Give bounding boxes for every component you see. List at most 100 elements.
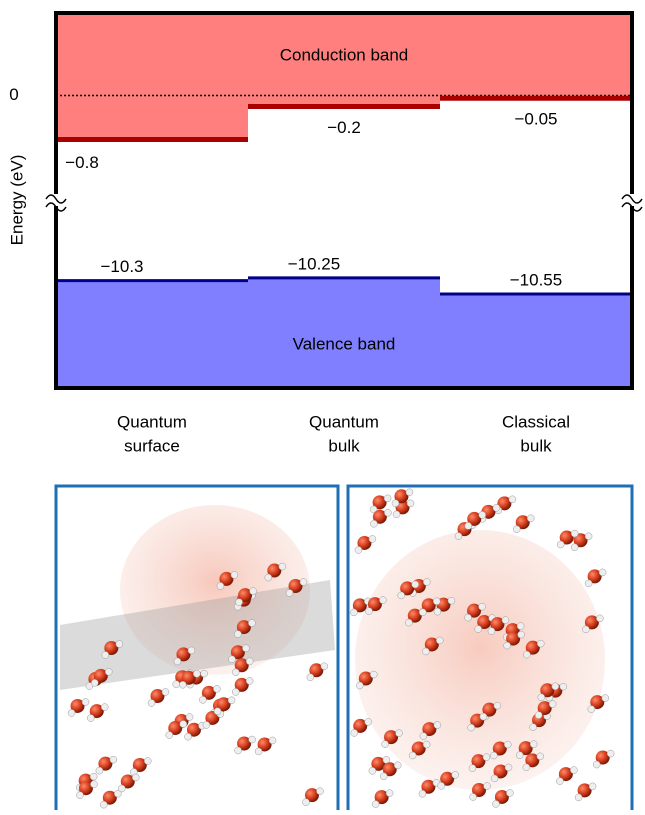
hydrogen-atom [245, 657, 254, 666]
hydrogen-atom [368, 535, 377, 543]
hydrogen-atom [437, 782, 445, 790]
value-label: −10.25 [288, 254, 340, 273]
hydrogen-atom [584, 579, 593, 588]
hydrogen-atom [101, 703, 109, 711]
hydrogen-atom [601, 694, 610, 702]
hydrogen-atom [81, 698, 90, 706]
oxygen-atom [288, 578, 303, 593]
oxygen-atom [587, 569, 602, 584]
hydrogen-atom [479, 712, 488, 721]
oxygen-atom [584, 615, 599, 630]
value-label: −0.2 [327, 118, 361, 137]
hydrogen-atom [508, 495, 517, 504]
oxygen-atom [78, 781, 93, 796]
oxygen-atom [102, 790, 117, 805]
hydrogen-atom [384, 509, 392, 517]
hydrogen-atom [165, 731, 174, 739]
hydrogen-atom [582, 625, 590, 634]
hydrogen-atom [522, 763, 531, 772]
oxygen-atom [394, 489, 409, 504]
hydrogen-atom [249, 587, 257, 595]
hydrogen-atom [419, 732, 428, 740]
hydrogen-atom [382, 756, 391, 764]
hydrogen-atom [408, 751, 417, 760]
interface-plane [60, 580, 335, 690]
hydrogen-atom [193, 670, 201, 678]
hydrogen-atom [490, 751, 498, 760]
hydrogen-atom [501, 616, 510, 624]
x-tick-label: bulk [520, 436, 552, 455]
hydrogen-atom [248, 735, 256, 744]
hydrogen-atom [90, 780, 98, 788]
hydrogen-atom [469, 793, 477, 801]
oxygen-atom [98, 756, 113, 771]
hydrogen-atom [228, 655, 236, 664]
y-tick-label: 0 [9, 85, 18, 104]
oxygen-atom [595, 750, 610, 765]
oxygen-atom [515, 515, 530, 530]
oxygen-atom [471, 754, 486, 769]
hydrogen-atom [278, 562, 287, 571]
hydrogen-atom [95, 766, 104, 775]
oxygen-atom [234, 677, 249, 692]
hydrogen-atom [234, 630, 242, 638]
oxygen-atom [372, 509, 387, 524]
oxygen-atom [236, 620, 251, 635]
hydrogen-atom [299, 578, 308, 586]
hydrogen-atom [596, 614, 604, 623]
oxygen-atom [104, 641, 119, 656]
hydrogen-atom [234, 746, 242, 755]
hydrogen-atom [268, 736, 277, 745]
hydrogen-atom [482, 753, 491, 761]
hydrogen-atom [306, 673, 315, 682]
hydrogen-atom [368, 767, 377, 775]
hydrogen-atom [559, 682, 568, 691]
oxygen-atom [525, 640, 540, 655]
oxygen-atom [371, 756, 386, 771]
oxygen-atom [219, 571, 234, 586]
hydrogen-atom [490, 774, 499, 783]
hydrogen-atom [202, 721, 211, 729]
oxygen-atom [237, 736, 252, 751]
hydrogen-atom [392, 510, 401, 519]
oxygen-atom [234, 658, 249, 673]
hydrogen-atom [391, 499, 400, 508]
oxygen-atom [238, 588, 253, 603]
hydrogen-atom [394, 761, 402, 770]
hydrogen-atom [350, 608, 358, 617]
conduction-fill [440, 13, 632, 99]
hydrogen-atom [161, 688, 170, 696]
hydrogen-atom [432, 597, 441, 606]
oxygen-atom [490, 617, 505, 632]
hydrogen-atom [534, 711, 543, 719]
hydrogen-atom [381, 740, 389, 748]
oxygen-atom [93, 668, 108, 683]
hydrogen-atom [454, 532, 463, 540]
hydrogen-atom [132, 773, 140, 782]
hydrogen-atom [213, 685, 221, 693]
axis-break [45, 202, 67, 212]
oxygen-atom [421, 779, 436, 794]
hydrogen-atom [423, 578, 431, 586]
hydrogen-atom [200, 669, 208, 678]
hydrogen-atom [551, 682, 560, 691]
hydrogen-atom [433, 607, 442, 616]
hydrogen-atom [516, 622, 525, 630]
oxygen-atom [537, 701, 552, 716]
oxygen-atom [216, 697, 231, 712]
oxygen-atom [400, 581, 415, 596]
oxygen-atom [492, 741, 507, 756]
oxygen-atom [150, 689, 165, 704]
hydrogen-atom [105, 668, 113, 676]
hydrogen-atom [556, 540, 565, 549]
hydrogen-atom [464, 613, 472, 622]
oxygen-atom [257, 737, 272, 752]
hydrogen-atom [478, 511, 486, 519]
oxygen-atom [230, 645, 245, 660]
hydrogen-atom [537, 639, 545, 648]
hydrogen-atom [109, 755, 118, 764]
hydrogen-atom [231, 688, 240, 696]
hydrogen-atom [302, 798, 310, 806]
hydrogen-atom [574, 793, 583, 802]
